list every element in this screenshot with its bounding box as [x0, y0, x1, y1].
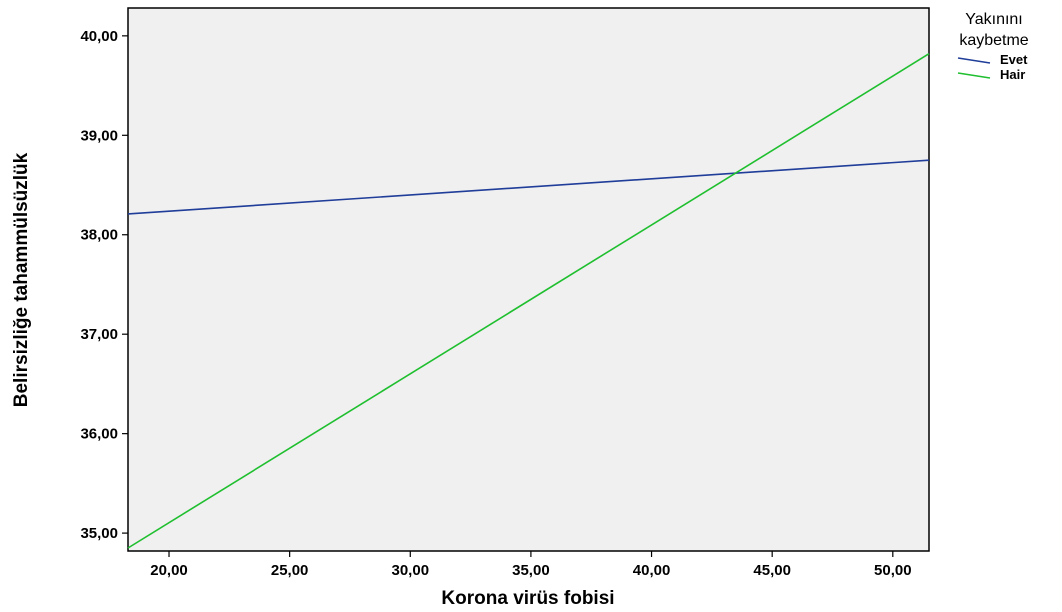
- y-axis: 35,00 36,00 37,00 38,00 39,00 40,00: [80, 28, 128, 542]
- legend-label-hair: Hair: [1000, 67, 1025, 82]
- y-tick-label: 40,00: [80, 28, 118, 45]
- x-axis-title: Korona virüs fobisi: [441, 588, 614, 609]
- series-line-hair: [127, 53, 930, 549]
- y-tick-label: 39,00: [80, 127, 118, 144]
- x-tick-label: 25,00: [271, 562, 309, 579]
- y-tick-label: 37,00: [80, 326, 118, 343]
- x-axis: 20,00 25,00 30,00 35,00 40,00 45,00 50,00: [150, 551, 912, 579]
- series-group: [127, 53, 930, 549]
- x-tick-label: 45,00: [753, 562, 791, 579]
- legend-swatch-evet: [957, 57, 991, 64]
- x-tick-label: 35,00: [512, 562, 550, 579]
- x-tick-label: 30,00: [392, 562, 430, 579]
- y-tick-label: 38,00: [80, 227, 118, 244]
- legend-title-line-2: kaybetme: [959, 32, 1028, 49]
- x-tick-label: 40,00: [633, 562, 671, 579]
- legend-label-evet: Evet: [1000, 52, 1028, 67]
- y-tick-label: 35,00: [80, 525, 118, 542]
- y-axis-title: Belirsizliğe tahammülsüzlük: [11, 152, 32, 407]
- plot-area: [127, 7, 930, 552]
- x-tick-label: 50,00: [874, 562, 912, 579]
- x-tick-label: 20,00: [150, 562, 188, 579]
- series-line-evet: [127, 159, 930, 215]
- y-tick-label: 36,00: [80, 426, 118, 443]
- legend-swatch-hair: [957, 72, 991, 79]
- legend-title-line-1: Yakınını: [965, 11, 1023, 28]
